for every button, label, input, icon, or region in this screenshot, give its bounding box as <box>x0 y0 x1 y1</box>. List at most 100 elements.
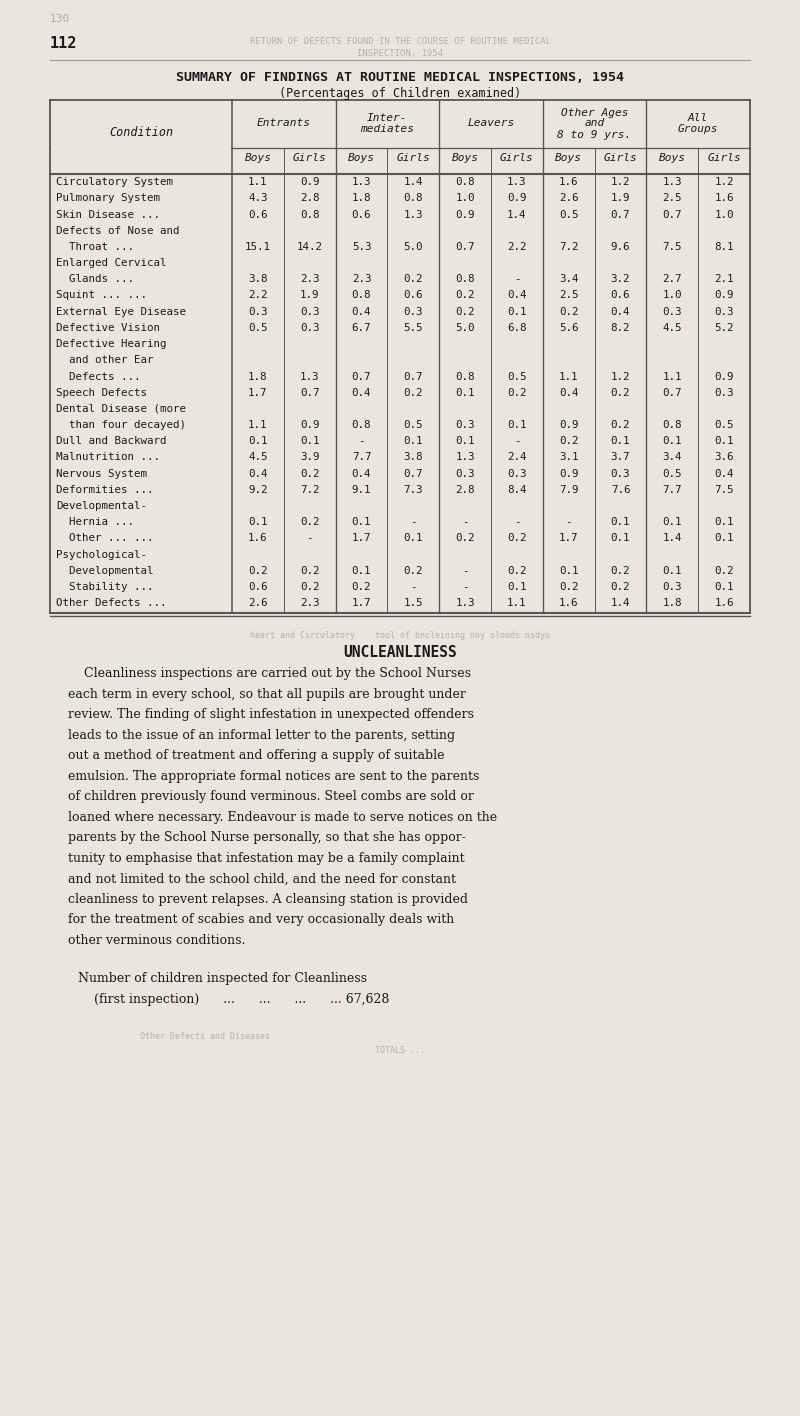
Text: 0.2: 0.2 <box>559 582 578 592</box>
Text: 4.5: 4.5 <box>662 323 682 333</box>
Text: 5.3: 5.3 <box>352 242 371 252</box>
Text: 0.3: 0.3 <box>714 388 734 398</box>
Text: 1.6: 1.6 <box>559 599 578 609</box>
Text: 0.5: 0.5 <box>403 421 423 430</box>
Text: and: and <box>585 119 605 129</box>
Text: Defects of Nose and: Defects of Nose and <box>56 225 179 235</box>
Text: 0.2: 0.2 <box>352 582 371 592</box>
Text: UNCLEANLINESS: UNCLEANLINESS <box>343 646 457 660</box>
Text: 0.1: 0.1 <box>507 421 526 430</box>
Text: 0.1: 0.1 <box>455 436 475 446</box>
Text: 9.2: 9.2 <box>248 484 268 496</box>
Text: 0.1: 0.1 <box>352 517 371 527</box>
Text: 0.1: 0.1 <box>507 307 526 317</box>
Text: 0.8: 0.8 <box>455 275 475 285</box>
Text: 0.2: 0.2 <box>455 307 475 317</box>
Text: 7.2: 7.2 <box>559 242 578 252</box>
Text: Cleanliness inspections are carried out by the School Nurses: Cleanliness inspections are carried out … <box>68 667 471 681</box>
Text: and other Ear: and other Ear <box>56 355 154 365</box>
Text: 0.1: 0.1 <box>610 436 630 446</box>
Text: -: - <box>358 436 365 446</box>
Text: 2.2: 2.2 <box>248 290 268 300</box>
Text: 0.4: 0.4 <box>714 469 734 479</box>
Text: 7.5: 7.5 <box>714 484 734 496</box>
Text: Girls: Girls <box>397 153 430 163</box>
Text: 0.2: 0.2 <box>300 566 319 576</box>
Text: 1.4: 1.4 <box>610 599 630 609</box>
Text: 3.6: 3.6 <box>714 453 734 463</box>
Text: 1.7: 1.7 <box>559 534 578 544</box>
Text: Defects ...: Defects ... <box>56 371 141 381</box>
Text: (first inspection)      ...      ...      ...      ... 67,628: (first inspection) ... ... ... ... 67,62… <box>78 994 390 1007</box>
Text: 0.2: 0.2 <box>610 388 630 398</box>
Text: 1.2: 1.2 <box>610 177 630 187</box>
Text: 0.2: 0.2 <box>559 436 578 446</box>
Text: 0.1: 0.1 <box>403 436 423 446</box>
Text: -: - <box>462 566 468 576</box>
Text: 0.3: 0.3 <box>455 421 475 430</box>
Text: Nervous System: Nervous System <box>56 469 147 479</box>
Text: 3.4: 3.4 <box>559 275 578 285</box>
Text: 5.0: 5.0 <box>455 323 475 333</box>
Text: 2.5: 2.5 <box>662 194 682 204</box>
Text: 1.0: 1.0 <box>455 194 475 204</box>
Text: Boys: Boys <box>245 153 271 163</box>
Text: 0.2: 0.2 <box>610 566 630 576</box>
Text: 5.5: 5.5 <box>403 323 423 333</box>
Text: 7.2: 7.2 <box>300 484 319 496</box>
Text: 1.3: 1.3 <box>662 177 682 187</box>
Text: 5.2: 5.2 <box>714 323 734 333</box>
Text: Leavers: Leavers <box>467 119 514 129</box>
Text: 0.2: 0.2 <box>610 582 630 592</box>
Text: 3.2: 3.2 <box>610 275 630 285</box>
Text: 0.9: 0.9 <box>300 177 319 187</box>
Text: 1.8: 1.8 <box>352 194 371 204</box>
Text: -: - <box>514 436 520 446</box>
Text: 0.2: 0.2 <box>610 421 630 430</box>
Text: 8.4: 8.4 <box>507 484 526 496</box>
Text: 1.1: 1.1 <box>248 177 268 187</box>
Text: 3.9: 3.9 <box>300 453 319 463</box>
Text: Boys: Boys <box>555 153 582 163</box>
Text: emulsion. The appropriate formal notices are sent to the parents: emulsion. The appropriate formal notices… <box>68 770 479 783</box>
Text: and not limited to the school child, and the need for constant: and not limited to the school child, and… <box>68 872 456 885</box>
Text: 0.1: 0.1 <box>507 582 526 592</box>
Text: 2.6: 2.6 <box>248 599 268 609</box>
Text: 0.7: 0.7 <box>455 242 475 252</box>
Text: 0.2: 0.2 <box>507 388 526 398</box>
Text: Boys: Boys <box>348 153 375 163</box>
Text: 2.8: 2.8 <box>300 194 319 204</box>
Text: Malnutrition ...: Malnutrition ... <box>56 453 160 463</box>
Text: 4.3: 4.3 <box>248 194 268 204</box>
Text: mediates: mediates <box>360 125 414 135</box>
Text: 7.6: 7.6 <box>610 484 630 496</box>
Text: Pulmonary System: Pulmonary System <box>56 194 160 204</box>
Text: 5.0: 5.0 <box>403 242 423 252</box>
Text: 0.8: 0.8 <box>662 421 682 430</box>
Text: All: All <box>688 113 708 123</box>
Text: 1.6: 1.6 <box>248 534 268 544</box>
Text: 0.3: 0.3 <box>300 323 319 333</box>
Text: 0.2: 0.2 <box>507 534 526 544</box>
Text: Condition: Condition <box>109 126 173 139</box>
Text: 0.3: 0.3 <box>248 307 268 317</box>
Text: Boys: Boys <box>451 153 478 163</box>
Text: Skin Disease ...: Skin Disease ... <box>56 210 160 219</box>
Text: Other Defects ...: Other Defects ... <box>56 599 166 609</box>
Text: 0.5: 0.5 <box>248 323 268 333</box>
Text: 0.1: 0.1 <box>352 566 371 576</box>
Text: Throat ...: Throat ... <box>56 242 134 252</box>
Text: 3.8: 3.8 <box>248 275 268 285</box>
Text: 7.7: 7.7 <box>352 453 371 463</box>
Text: 0.7: 0.7 <box>403 469 423 479</box>
Text: Developmental: Developmental <box>56 566 154 576</box>
Text: 2.3: 2.3 <box>300 599 319 609</box>
Text: 6.7: 6.7 <box>352 323 371 333</box>
Text: 0.5: 0.5 <box>662 469 682 479</box>
Text: 1.9: 1.9 <box>610 194 630 204</box>
Text: 0.5: 0.5 <box>559 210 578 219</box>
Text: INSPECTION, 1954: INSPECTION, 1954 <box>357 50 443 58</box>
Text: 1.9: 1.9 <box>300 290 319 300</box>
Text: out a method of treatment and offering a supply of suitable: out a method of treatment and offering a… <box>68 749 445 762</box>
Text: 0.2: 0.2 <box>507 566 526 576</box>
